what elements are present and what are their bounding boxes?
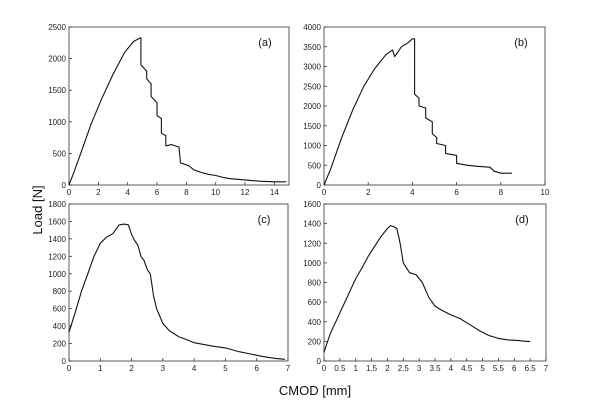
panel-d-x-tick-label: 4 <box>449 364 454 373</box>
panel-d-x-tick-label: 1.5 <box>366 364 378 373</box>
panel-a-label: (a) <box>258 37 271 49</box>
panel-b-x-tick-label: 2 <box>366 188 371 197</box>
panel-b-y-tick-label: 4000 <box>303 23 321 32</box>
panel-d-load-cmod-curve <box>323 225 531 353</box>
y-axis-title: Load [N] <box>30 185 45 234</box>
panel-a-load-cmod-curve <box>68 37 287 186</box>
panel-c-y-tick-label: 400 <box>53 322 67 331</box>
panel-d-y-tick-label: 800 <box>308 279 322 288</box>
panel-a-y-tick-label: 0 <box>62 181 67 190</box>
panel-b-y-tick-label: 2500 <box>303 82 321 91</box>
panel-a-x-tick-label: 8 <box>184 188 189 197</box>
panel-d-x-tick-label: 7 <box>544 364 549 373</box>
panel-a-x-tick-label: 12 <box>241 188 250 197</box>
panel-d-x-tick-label: 3 <box>417 364 422 373</box>
panel-c-x-tick-label: 2 <box>129 364 134 373</box>
panel-b-y-tick-label: 1000 <box>303 142 321 151</box>
panel-d-y-tick-label: 400 <box>308 318 322 327</box>
panel-b-y-tick-label: 2000 <box>303 102 321 111</box>
panel-d-x-tick-label: 5 <box>480 364 485 373</box>
panel-b-y-tick-label: 0 <box>317 181 322 190</box>
panel-c-y-tick-label: 200 <box>53 340 67 349</box>
panel-c-load-cmod-curve <box>68 223 285 360</box>
panel-b-y-tick-label: 3500 <box>303 43 321 52</box>
panel-d-x-tick-label: 0.5 <box>334 364 346 373</box>
panel-b-y-tick-label: 3000 <box>303 63 321 72</box>
panel-c-y-tick-label: 600 <box>53 305 67 314</box>
panel-d: 0 0.5 1 1.5 2 2.5 3 3.5 4 4.5 5 5.5 6 6.5 7 0 200 400 600 8… <box>303 200 549 373</box>
panel-b-y-tick-label: 500 <box>308 161 322 170</box>
panel-b-x-tick-label: 0 <box>322 188 327 197</box>
panel-d-y-tick-label: 1400 <box>303 220 321 229</box>
panel-d-x-tick-label: 4.5 <box>461 364 473 373</box>
panel-a-x-tick-label: 6 <box>155 188 160 197</box>
panel-d-y-tick-label: 600 <box>308 298 322 307</box>
panel-a-x-tick-label: 4 <box>125 188 130 197</box>
panel-b-x-tick-label: 6 <box>454 188 459 197</box>
panel-c-y-tick-label: 1000 <box>48 270 66 279</box>
panel-c-y-tick-label: 1800 <box>48 200 66 209</box>
panel-a-y-tick-label: 1500 <box>48 86 66 95</box>
panel-b-x-tick-label: 4 <box>410 188 415 197</box>
panel-c-y-tick-label: 1200 <box>48 252 66 261</box>
panel-d-x-tick-label: 2 <box>385 364 390 373</box>
panel-d-y-tick-label: 200 <box>308 337 322 346</box>
panel-c-x-tick-label: 4 <box>192 364 197 373</box>
panel-d-x-tick-label: 2.5 <box>398 364 410 373</box>
panel-c-label: (c) <box>258 214 271 226</box>
panel-d-x-tick-label: 6.5 <box>525 364 537 373</box>
panel-c-plot-frame <box>68 203 289 362</box>
panel-c-y-tick-label: 1400 <box>48 235 66 244</box>
panel-d-x-tick-label: 3.5 <box>429 364 441 373</box>
panel-c-y-tick-label: 800 <box>53 287 67 296</box>
panel-c-x-tick-label: 1 <box>98 364 103 373</box>
panel-d-y-tick-label: 1200 <box>303 239 321 248</box>
panel-b-x-tick-label: 10 <box>541 188 550 197</box>
panel-d-x-tick-label: 6 <box>512 364 517 373</box>
x-axis-title: CMOD [mm] <box>279 383 351 398</box>
panel-a-y-tick-label: 2500 <box>48 23 66 32</box>
panel-c-y-tick-label: 0 <box>62 357 67 366</box>
panel-b-plot-frame <box>323 26 546 186</box>
panel-b: 0 2 4 6 8 10 0 500 1000 1500 2000 2500 3000 3500 4000 (… <box>303 23 550 197</box>
panel-b-load-cmod-curve <box>323 38 512 186</box>
panel-a-x-tick-label: 0 <box>67 188 72 197</box>
panel-a-x-tick-label: 14 <box>270 188 279 197</box>
panel-d-label: (d) <box>515 214 528 226</box>
panel-a: 0 2 4 6 8 10 12 14 0 500 1000 1500 2000 2500 (a) <box>48 23 290 197</box>
panel-a-y-tick-label: 500 <box>53 149 67 158</box>
panel-d-plot-frame <box>323 203 547 362</box>
panel-b-label: (b) <box>514 37 527 49</box>
panel-d-x-tick-label: 5.5 <box>493 364 505 373</box>
panel-c: 0 1 2 3 4 5 6 7 0 200 400 600 800 1000 1200 1400 1600 180… <box>48 200 291 373</box>
panel-b-y-tick-label: 1500 <box>303 122 321 131</box>
panel-a-x-tick-label: 2 <box>96 188 101 197</box>
panel-a-y-tick-label: 1000 <box>48 118 66 127</box>
panel-d-y-tick-label: 0 <box>317 357 322 366</box>
panel-d-y-tick-label: 1000 <box>303 259 321 268</box>
panel-c-x-tick-label: 7 <box>286 364 291 373</box>
panel-d-x-tick-label: 0 <box>322 364 327 373</box>
panel-a-y-tick-label: 2000 <box>48 55 66 64</box>
panel-b-x-tick-label: 8 <box>499 188 504 197</box>
panel-d-y-tick-label: 1600 <box>303 200 321 209</box>
panel-c-y-tick-label: 1600 <box>48 217 66 226</box>
panel-c-x-tick-label: 3 <box>161 364 166 373</box>
panel-c-x-tick-label: 5 <box>223 364 228 373</box>
panel-c-x-tick-label: 6 <box>254 364 259 373</box>
panel-c-x-tick-label: 0 <box>67 364 72 373</box>
panel-d-x-tick-label: 1 <box>353 364 358 373</box>
panel-a-x-tick-label: 10 <box>211 188 220 197</box>
panel-a-plot-frame <box>68 26 290 186</box>
